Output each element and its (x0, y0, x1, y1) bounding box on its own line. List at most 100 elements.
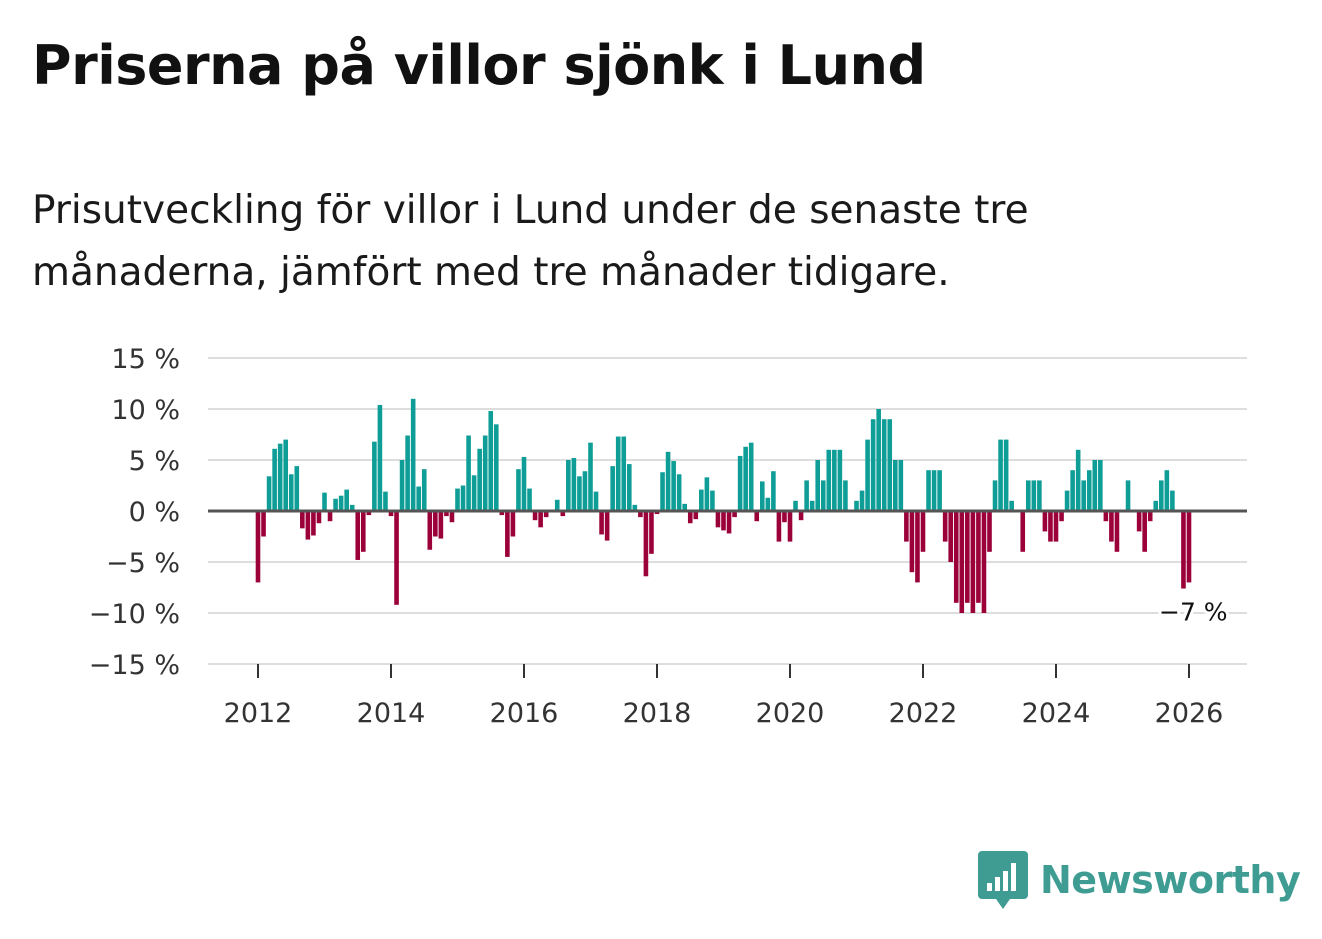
bar (410, 398, 416, 511)
bar (604, 511, 610, 541)
bar (1064, 490, 1070, 511)
x-tick-label: 2012 (224, 698, 293, 729)
bar (311, 511, 316, 536)
bar-chart: 15 %10 %5 %0 %−5 %−10 %−15 % 2012 2014 201… (89, 344, 1247, 729)
bar (748, 442, 754, 511)
bar (782, 511, 787, 523)
bar (1109, 511, 1114, 542)
bar (1158, 480, 1164, 511)
bar (477, 448, 482, 511)
bar (1086, 470, 1092, 511)
bar (1025, 480, 1031, 511)
bar (1075, 449, 1081, 511)
bar (721, 511, 726, 531)
bar (809, 500, 815, 511)
bar (383, 491, 388, 511)
x-tick-label: 2020 (756, 698, 825, 729)
bar (992, 480, 998, 511)
bar (732, 511, 737, 518)
y-tick-label: 10 % (111, 395, 180, 426)
bar (798, 511, 804, 521)
bar (804, 480, 809, 511)
bar (577, 476, 582, 511)
bar (1153, 500, 1159, 511)
bar (349, 504, 355, 511)
bar (493, 424, 499, 511)
bar (1081, 480, 1087, 511)
bar (593, 491, 599, 511)
bar (1042, 511, 1048, 532)
x-tick-label: 2024 (1022, 698, 1091, 729)
bar (671, 461, 676, 511)
brand-name: Newsworthy (1040, 858, 1301, 902)
bar (793, 500, 798, 511)
bar (865, 439, 870, 511)
y-tick-label: 5 % (129, 446, 180, 477)
x-tick-label: 2026 (1155, 698, 1224, 729)
bar (931, 470, 937, 511)
bar (621, 436, 627, 511)
bar (471, 475, 477, 511)
bar (1136, 511, 1142, 532)
bar (710, 490, 715, 511)
bar (876, 409, 881, 511)
bar (571, 457, 577, 511)
bar (255, 511, 261, 583)
y-tick-label: −5 % (106, 548, 180, 579)
bar (444, 511, 449, 517)
bar (1070, 470, 1075, 511)
bar (277, 443, 283, 511)
y-axis-labels: 15 % 10 % 5 % 0 % −5 % −10 % −15 % (89, 344, 180, 681)
bar (394, 511, 399, 605)
bar (377, 404, 383, 511)
bar (981, 511, 987, 613)
bar (499, 511, 505, 516)
bar (455, 488, 460, 511)
bar (538, 511, 543, 528)
bar (765, 497, 771, 511)
bar (1059, 511, 1064, 522)
bar (266, 476, 272, 511)
bar (892, 460, 898, 511)
bar (815, 460, 821, 511)
newsworthy-logo-icon (978, 851, 1028, 909)
bar (726, 511, 732, 534)
bar (1037, 480, 1042, 511)
bar (1020, 511, 1026, 552)
chart-subtitle: Prisutveckling för villor i Lund under d… (32, 188, 1029, 295)
bar (405, 435, 410, 511)
bar (909, 511, 915, 573)
bar (300, 511, 305, 529)
bar (837, 449, 843, 511)
x-tick-label: 2014 (357, 698, 426, 729)
bar (854, 500, 859, 511)
bar (715, 511, 721, 528)
bar (261, 511, 266, 537)
bar (771, 471, 776, 511)
bar (632, 504, 638, 511)
bar (1164, 470, 1170, 511)
bar (898, 460, 904, 511)
bar (554, 499, 560, 511)
y-tick-label: −10 % (89, 599, 180, 630)
bar (965, 511, 970, 603)
bar (610, 466, 615, 511)
bar (482, 435, 488, 511)
x-tick-label: 2018 (623, 698, 692, 729)
y-tick-label: 0 % (129, 497, 180, 528)
bar (1114, 511, 1120, 552)
bar (1092, 460, 1098, 511)
bar (449, 511, 455, 523)
bar (870, 419, 876, 511)
end-value-label: −7 % (1159, 597, 1228, 626)
bar (1003, 439, 1009, 511)
bar (915, 511, 920, 583)
bar (970, 511, 976, 613)
bar (1147, 511, 1153, 522)
bar (1048, 511, 1053, 542)
bar (283, 439, 289, 511)
bar (832, 449, 837, 511)
bar (649, 511, 654, 554)
bar (433, 511, 438, 537)
bar (1098, 460, 1103, 511)
